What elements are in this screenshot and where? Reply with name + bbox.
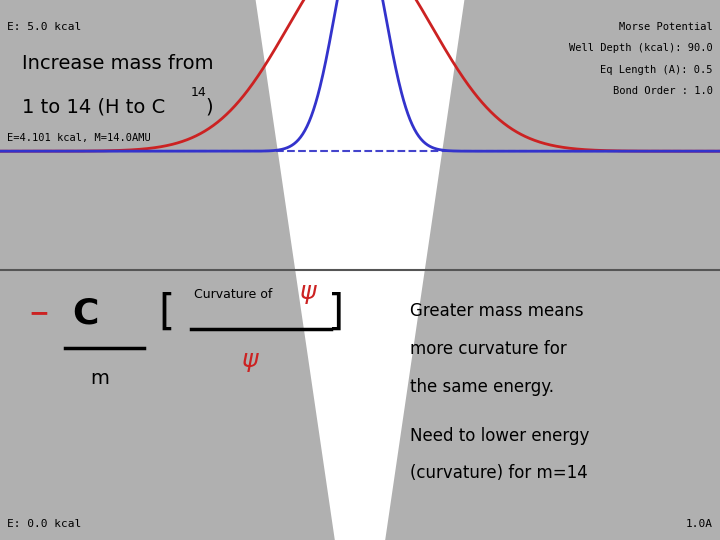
Text: [: [ [158,292,175,334]
Text: 1.0A: 1.0A [685,519,713,529]
Text: the same energy.: the same energy. [410,378,554,396]
Text: m: m [90,368,109,388]
Text: E=4.101 kcal, M=14.0AMU: E=4.101 kcal, M=14.0AMU [7,133,151,143]
Text: (curvature) for m=14: (curvature) for m=14 [410,464,588,482]
Text: E: 0.0 kcal: E: 0.0 kcal [7,519,81,529]
Text: Curvature of: Curvature of [194,288,273,301]
Text: 1 to 14 (H to C: 1 to 14 (H to C [22,97,165,116]
Text: Bond Order : 1.0: Bond Order : 1.0 [613,86,713,97]
Text: Eq Length (A): 0.5: Eq Length (A): 0.5 [600,65,713,75]
Text: $\psi$: $\psi$ [241,350,260,374]
Text: −: − [29,301,50,325]
Text: C: C [72,296,99,330]
Text: Well Depth (kcal): 90.0: Well Depth (kcal): 90.0 [569,43,713,53]
Text: $\psi$: $\psi$ [299,282,318,306]
Text: E: 5.0 kcal: E: 5.0 kcal [7,22,81,32]
Text: Need to lower energy: Need to lower energy [410,427,590,444]
Polygon shape [256,0,464,540]
Text: 14: 14 [191,86,207,99]
Text: more curvature for: more curvature for [410,340,567,358]
Text: Morse Potential: Morse Potential [619,22,713,32]
Text: ]: ] [328,292,344,334]
Text: ): ) [205,97,213,116]
Text: Greater mass means: Greater mass means [410,302,584,320]
Text: Increase mass from: Increase mass from [22,54,213,73]
